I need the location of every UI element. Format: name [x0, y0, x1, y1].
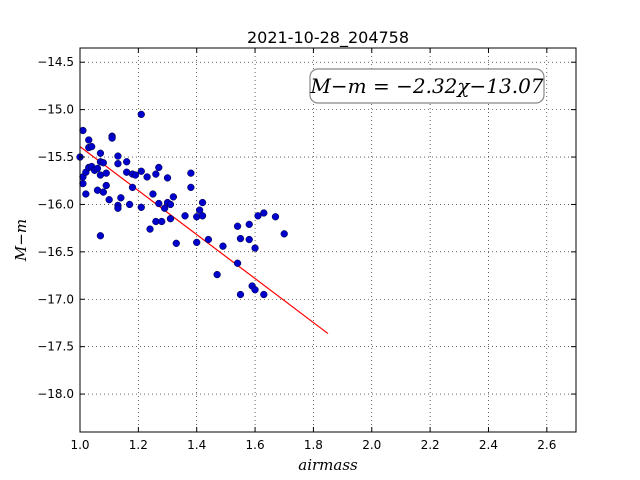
data-point — [96, 149, 105, 157]
data-point — [125, 200, 134, 209]
data-point — [260, 290, 268, 299]
data-point — [245, 220, 253, 229]
annotation-box — [309, 68, 545, 104]
data-point — [166, 215, 175, 223]
y-tick-label: −18.0 — [37, 387, 74, 401]
data-point — [102, 181, 110, 190]
data-point — [187, 183, 195, 192]
plot-area — [80, 48, 576, 432]
axis-ticks: 1.0 1.2 1.4 1.6 1.8 2.0 2.2 2.4 2.6 −14.5 −15.0 −15… — [37, 48, 576, 452]
data-point — [155, 163, 163, 172]
fit-line-group — [79, 146, 329, 335]
data-point — [128, 183, 137, 192]
y-tick-label: −15.5 — [37, 150, 74, 164]
data-point — [219, 242, 227, 250]
data-point — [93, 164, 102, 173]
y-tick-label: −15.0 — [37, 103, 74, 117]
x-axis-label: airmass — [298, 456, 358, 474]
data-point — [88, 142, 96, 151]
data-point — [236, 234, 245, 243]
data-point — [198, 198, 207, 207]
data-point — [251, 244, 259, 252]
data-point — [195, 206, 204, 214]
fit-line — [79, 146, 329, 335]
data-point — [99, 188, 107, 196]
x-tick-label: 1.8 — [304, 438, 323, 452]
data-point — [114, 204, 122, 212]
y-axis-label: M−m — [12, 219, 30, 262]
data-point — [251, 286, 259, 294]
x-tick-label: 2.0 — [362, 438, 381, 452]
data-point — [79, 126, 87, 135]
x-tick-label: 1.2 — [129, 438, 148, 452]
data-point — [260, 209, 268, 217]
y-tick-label: −14.5 — [37, 55, 74, 69]
x-tick-label: 2.4 — [479, 438, 498, 452]
data-point — [96, 232, 105, 240]
data-point — [105, 196, 113, 204]
data-point — [117, 194, 125, 202]
data-point — [131, 171, 140, 179]
x-tick-label: 2.2 — [421, 438, 440, 452]
data-point — [233, 259, 242, 267]
data-point — [280, 230, 288, 238]
y-tick-label: −17.5 — [37, 340, 74, 354]
data-point — [137, 110, 145, 119]
data-point — [163, 174, 172, 182]
data-point — [99, 159, 107, 167]
data-point — [271, 213, 280, 221]
data-point — [152, 170, 160, 178]
data-point — [198, 212, 207, 220]
fit-equation: M−m = −2.32χ−13.07 — [309, 74, 543, 98]
data-point — [181, 212, 189, 220]
data-point — [172, 239, 180, 247]
chart-title: 2021-10-28_204758 — [247, 28, 409, 48]
data-point — [114, 160, 122, 168]
data-point — [114, 152, 122, 160]
data-point — [82, 190, 90, 198]
y-tick-label: −17.0 — [37, 292, 74, 306]
data-point — [166, 200, 175, 209]
data-point — [158, 217, 166, 226]
data-point — [149, 190, 157, 198]
data-point — [233, 222, 242, 230]
x-tick-label: 1.6 — [246, 438, 265, 452]
data-point — [137, 203, 145, 211]
data-point — [85, 136, 93, 144]
data-point — [254, 212, 262, 220]
data-point — [79, 179, 87, 188]
data-points — [76, 110, 288, 299]
data-point — [187, 169, 195, 177]
data-point — [108, 134, 116, 142]
x-tick-label: 1.4 — [187, 438, 206, 452]
data-point — [137, 167, 145, 175]
data-point — [123, 158, 131, 166]
data-point — [143, 173, 151, 181]
y-tick-label: −16.5 — [37, 245, 74, 259]
x-tick-label: 1.0 — [70, 438, 89, 452]
data-point — [102, 169, 110, 177]
data-point — [245, 235, 253, 244]
data-point — [155, 199, 163, 208]
data-point — [160, 204, 169, 212]
fit-equation-box: M−m = −2.32χ−13.07 — [309, 68, 545, 104]
data-point — [169, 193, 178, 201]
y-tick-label: −16.0 — [37, 197, 74, 211]
data-point — [204, 235, 213, 244]
plot-frame — [79, 47, 577, 433]
data-point — [213, 270, 221, 279]
data-point — [193, 238, 201, 247]
data-point — [146, 225, 154, 233]
data-point — [236, 290, 245, 299]
x-tick-label: 2.6 — [537, 438, 556, 452]
